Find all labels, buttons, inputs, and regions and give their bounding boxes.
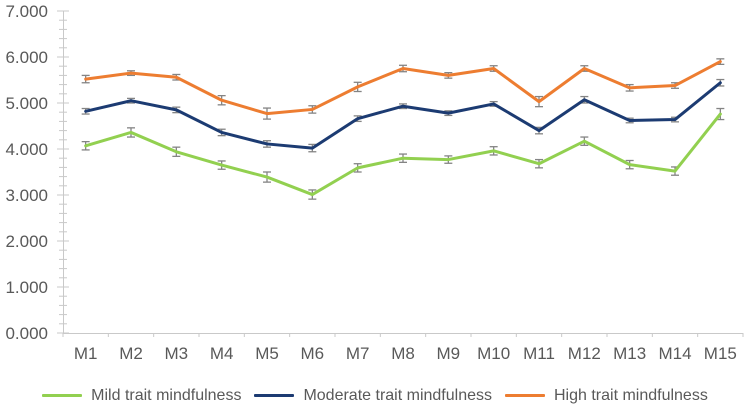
series-line-1 xyxy=(84,81,722,150)
series-line-0 xyxy=(84,112,722,197)
y-tick-label: 7.000 xyxy=(5,2,48,21)
x-tick-label: M2 xyxy=(119,344,143,363)
y-tick-label: 2.000 xyxy=(5,232,48,251)
plot-svg: 0.000 1.000 2.000 3.000 4.000 5.000 6.000 7.000… xyxy=(5,2,744,363)
legend-line-swatch-moderate xyxy=(254,394,295,397)
y-tick-label: 0.000 xyxy=(5,324,48,343)
x-tick-label: M12 xyxy=(568,344,601,363)
axes xyxy=(57,10,744,337)
legend-label-high: High trait mindfulness xyxy=(553,386,708,404)
y-tick-label: 3.000 xyxy=(5,186,48,205)
x-tick-label: M4 xyxy=(210,344,234,363)
x-tick-label: M11 xyxy=(523,344,555,363)
x-tick-label: M7 xyxy=(346,344,370,363)
legend-item-mild: Mild trait mindfulness xyxy=(42,387,241,405)
y-tick-label: 5.000 xyxy=(5,94,48,113)
x-tick-label: M15 xyxy=(704,344,737,363)
x-tick-label: M1 xyxy=(74,344,98,363)
legend-line-swatch-mild xyxy=(42,394,83,397)
y-tick-label: 4.000 xyxy=(5,140,48,159)
legend-item-moderate: Moderate trait mindfulness xyxy=(254,387,492,405)
x-tick-label: M14 xyxy=(658,344,691,363)
legend-line-swatch-high xyxy=(504,394,545,397)
x-tick-label: M3 xyxy=(165,344,189,363)
x-tick-label: M13 xyxy=(613,344,646,363)
legend-item-high: High trait mindfulness xyxy=(504,386,708,405)
series-line-2 xyxy=(84,60,722,116)
x-tick-label: M10 xyxy=(477,344,510,363)
x-tick-label: M9 xyxy=(437,344,461,363)
y-tick-label: 6.000 xyxy=(5,48,48,67)
x-tick-label: M8 xyxy=(391,344,415,363)
legend-label-moderate: Moderate trait mindfulness xyxy=(303,386,492,404)
chart-legend: Mild trait mindfulness Moderate trait mi… xyxy=(0,376,750,415)
x-tick-label: M6 xyxy=(301,344,325,363)
y-tick-label: 1.000 xyxy=(5,278,48,297)
axis-labels: 0.000 1.000 2.000 3.000 4.000 5.000 6.000 7.000… xyxy=(5,2,736,363)
legend-label-mild: Mild trait mindfulness xyxy=(91,386,242,404)
x-tick-label: M5 xyxy=(255,344,279,363)
error-bars xyxy=(81,58,725,200)
